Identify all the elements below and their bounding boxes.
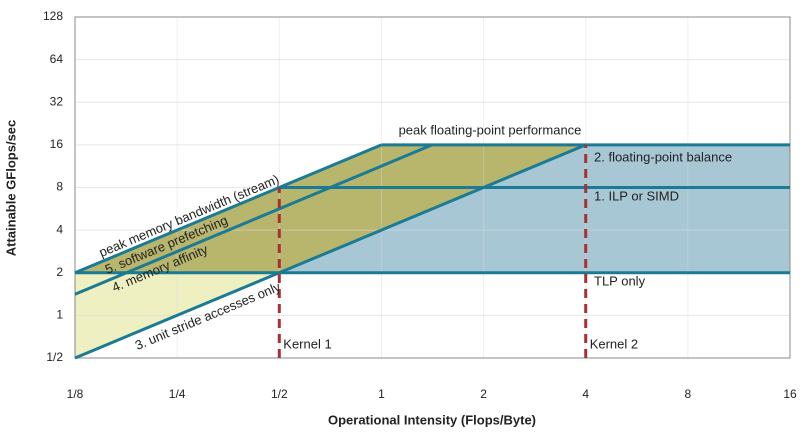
x-tick-label: 1/8 xyxy=(67,387,84,401)
y-tick-label: 32 xyxy=(50,94,64,108)
y-tick-label: 2 xyxy=(56,265,63,279)
roof-line xyxy=(74,143,587,360)
x-tick-label: 1 xyxy=(378,387,385,401)
y-tick-label: 16 xyxy=(50,137,64,151)
y-tick-label: 128 xyxy=(43,9,63,23)
roof-line xyxy=(74,143,433,296)
roof-line xyxy=(74,143,383,275)
x-tick-label: 4 xyxy=(582,387,589,401)
x-tick-label: 1/2 xyxy=(271,387,288,401)
kernel-label: Kernel 2 xyxy=(590,336,638,351)
kernel-label: Kernel 1 xyxy=(283,336,331,351)
region-blue xyxy=(279,144,790,273)
x-tick-label: 16 xyxy=(783,387,797,401)
line-label: TLP only xyxy=(594,273,646,288)
y-axis-title: Attainable GFlops/sec xyxy=(3,120,18,257)
x-axis-title: Operational Intensity (Flops/Byte) xyxy=(328,412,536,427)
y-tick-label: 4 xyxy=(56,222,63,236)
line-label: 1. ILP or SIMD xyxy=(594,188,679,203)
y-tick-label: 1 xyxy=(56,308,63,322)
x-tick-label: 1/4 xyxy=(169,387,186,401)
line-label: peak floating-point performance xyxy=(399,122,582,137)
y-tick-label: 1/2 xyxy=(46,350,63,364)
x-tick-label: 2 xyxy=(480,387,487,401)
y-tick-label: 64 xyxy=(50,52,64,66)
y-tick-label: 8 xyxy=(56,180,63,194)
annotation: 2. floating-point balance xyxy=(594,149,732,164)
x-tick-label: 8 xyxy=(685,387,692,401)
